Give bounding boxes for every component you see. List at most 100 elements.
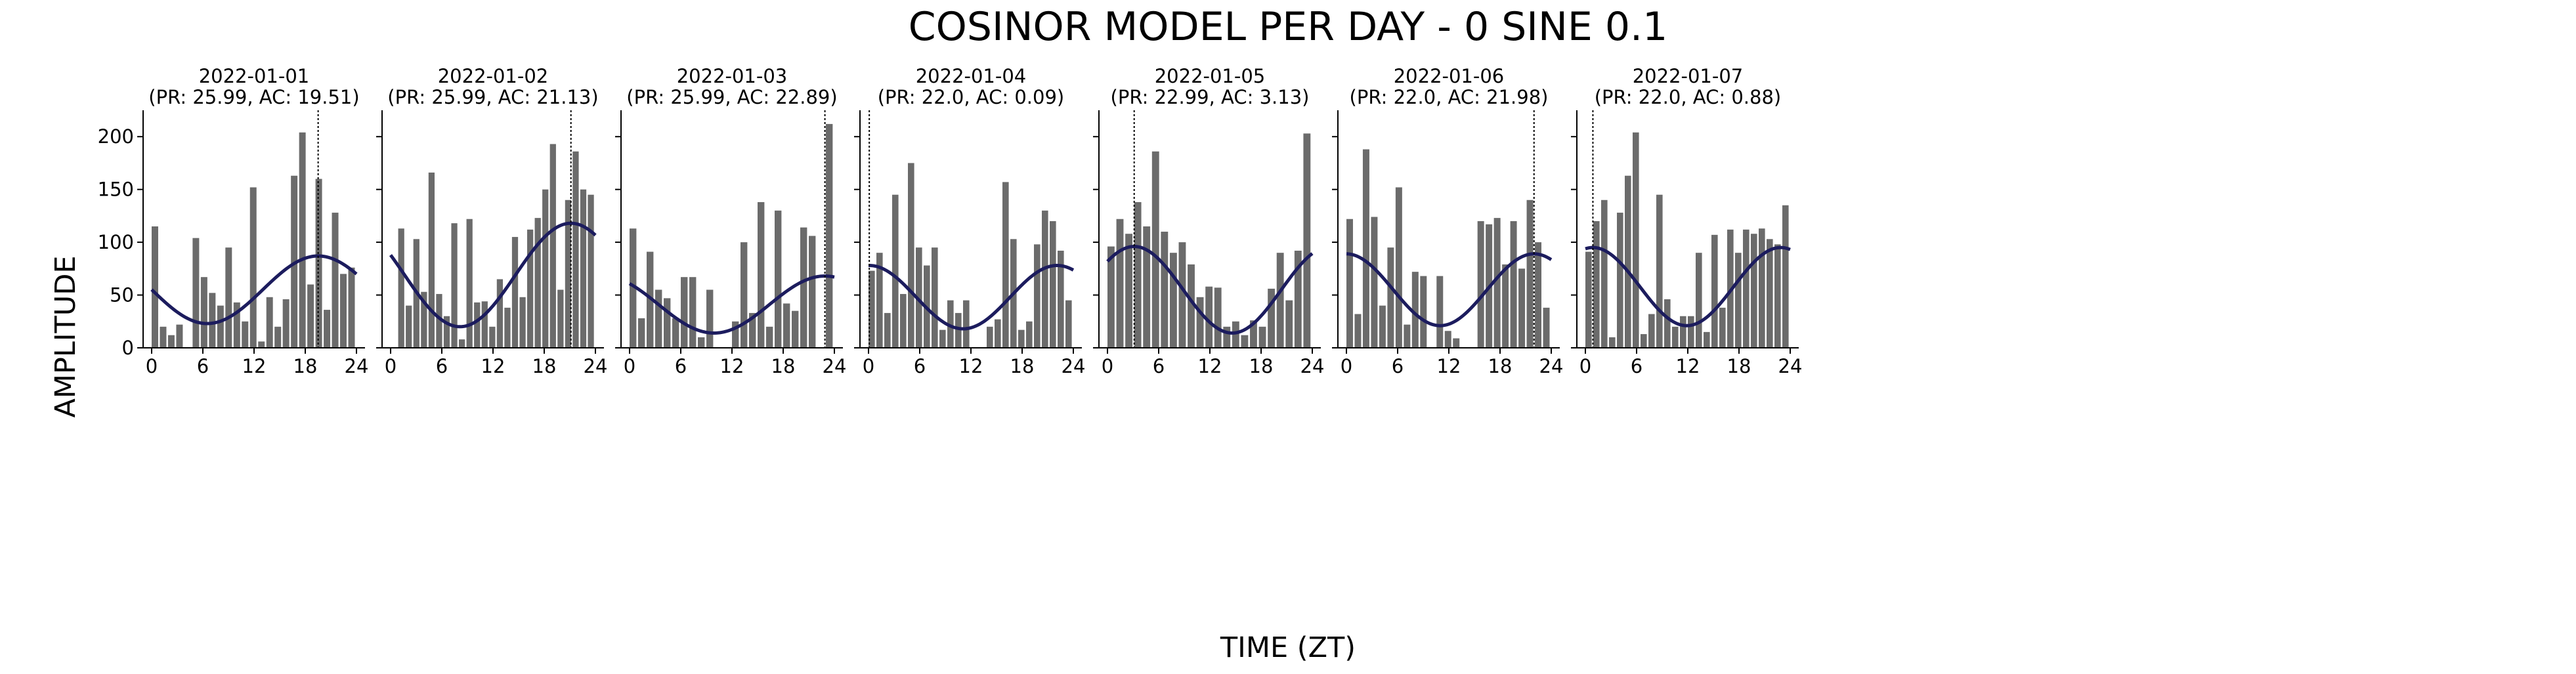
cosinor-curve bbox=[868, 264, 1075, 331]
bar bbox=[1767, 239, 1773, 348]
bar bbox=[689, 277, 697, 348]
bar bbox=[884, 312, 891, 348]
bar bbox=[217, 305, 224, 348]
bar bbox=[233, 302, 240, 348]
x-tick-label: 18 bbox=[532, 355, 557, 377]
bar bbox=[1411, 272, 1419, 348]
x-tick-label: 6 bbox=[436, 355, 448, 377]
x-tick-label: 0 bbox=[146, 355, 158, 377]
bar bbox=[167, 335, 175, 348]
bar bbox=[766, 326, 773, 348]
bar bbox=[474, 302, 481, 348]
bar bbox=[1774, 244, 1781, 348]
bar bbox=[324, 310, 331, 348]
bar bbox=[1535, 242, 1542, 348]
x-tick-label: 24 bbox=[584, 355, 608, 377]
bar bbox=[1477, 221, 1484, 348]
bar bbox=[1593, 221, 1600, 348]
bar bbox=[1601, 200, 1608, 348]
bar bbox=[1704, 331, 1710, 348]
x-tick-label: 24 bbox=[1539, 355, 1564, 377]
bar bbox=[792, 310, 799, 348]
bar bbox=[580, 189, 587, 348]
bar bbox=[1543, 307, 1550, 348]
bar bbox=[758, 201, 765, 348]
bar bbox=[1294, 250, 1302, 348]
bar bbox=[1387, 247, 1394, 348]
x-tick-label: 12 bbox=[1676, 355, 1700, 377]
bar bbox=[1143, 226, 1151, 348]
bar bbox=[160, 326, 167, 348]
bar bbox=[504, 307, 511, 348]
bar bbox=[1518, 268, 1526, 348]
bar bbox=[1241, 335, 1249, 348]
x-tick-label: 24 bbox=[345, 355, 369, 377]
bar bbox=[481, 301, 488, 348]
panel-subtitle: (PR: 22.0, AC: 0.09) bbox=[878, 86, 1065, 108]
bar bbox=[428, 172, 435, 348]
cosinor-curve bbox=[1346, 252, 1553, 327]
bar bbox=[1169, 253, 1177, 348]
bar bbox=[565, 200, 572, 348]
bar bbox=[249, 187, 257, 348]
x-tick-label: 18 bbox=[1010, 355, 1035, 377]
panel-subtitle: (PR: 25.99, AC: 22.89) bbox=[626, 86, 837, 108]
bar bbox=[1395, 187, 1402, 348]
bar bbox=[549, 144, 556, 348]
bar bbox=[527, 229, 534, 348]
x-tick-label: 0 bbox=[624, 355, 635, 377]
bar bbox=[1346, 219, 1353, 348]
panel-subtitle: (PR: 22.99, AC: 3.13) bbox=[1111, 86, 1310, 108]
x-tick-label: 0 bbox=[1579, 355, 1591, 377]
bar bbox=[1444, 331, 1451, 348]
chart-title: COSINOR MODEL PER DAY - 0 SINE 0.1 bbox=[908, 4, 1668, 50]
bar bbox=[1404, 324, 1411, 348]
bar bbox=[955, 312, 962, 348]
x-tick-label: 0 bbox=[1102, 355, 1113, 377]
bar bbox=[1502, 264, 1509, 348]
bar bbox=[1664, 299, 1671, 348]
y-tick-label: 0 bbox=[122, 337, 134, 359]
bar bbox=[1002, 182, 1009, 348]
panel-subtitle: (PR: 22.0, AC: 21.98) bbox=[1350, 86, 1549, 108]
bar bbox=[1759, 228, 1765, 348]
x-tick-label: 6 bbox=[197, 355, 209, 377]
x-tick-label: 6 bbox=[1631, 355, 1642, 377]
bar bbox=[511, 237, 519, 348]
bar bbox=[732, 321, 739, 348]
bar bbox=[242, 321, 249, 348]
bar bbox=[1453, 338, 1460, 348]
bar bbox=[299, 132, 306, 348]
bar bbox=[436, 293, 442, 348]
bar bbox=[908, 163, 914, 348]
bar bbox=[1493, 218, 1501, 348]
bar bbox=[588, 194, 594, 348]
bar bbox=[1050, 221, 1056, 348]
bar bbox=[800, 227, 807, 348]
bar bbox=[892, 194, 899, 348]
y-tick-label: 150 bbox=[98, 179, 134, 201]
x-tick-label: 6 bbox=[914, 355, 926, 377]
bar bbox=[398, 228, 404, 348]
bar bbox=[1735, 253, 1742, 348]
bar bbox=[1125, 234, 1132, 348]
bar bbox=[1223, 326, 1231, 348]
bar bbox=[664, 298, 671, 348]
cosinor-curve bbox=[1106, 245, 1314, 335]
bar bbox=[1018, 329, 1025, 348]
bar bbox=[1058, 250, 1064, 348]
bar bbox=[489, 326, 496, 348]
x-tick-label: 6 bbox=[675, 355, 687, 377]
bar bbox=[1354, 314, 1362, 348]
bar bbox=[519, 297, 526, 348]
bar bbox=[900, 293, 907, 348]
x-tick-label: 0 bbox=[385, 355, 397, 377]
bar bbox=[1436, 276, 1444, 348]
bar bbox=[698, 337, 705, 348]
bar bbox=[466, 219, 473, 348]
bar bbox=[1656, 194, 1663, 348]
bar bbox=[1379, 305, 1386, 348]
bar bbox=[1116, 219, 1124, 348]
bar bbox=[826, 123, 833, 348]
